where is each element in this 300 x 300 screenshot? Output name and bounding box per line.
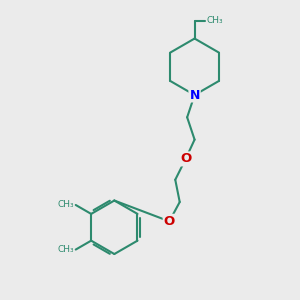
Text: O: O bbox=[180, 152, 191, 165]
Text: CH₃: CH₃ bbox=[58, 245, 74, 254]
Text: N: N bbox=[189, 88, 200, 101]
Text: O: O bbox=[164, 215, 175, 228]
Text: CH₃: CH₃ bbox=[206, 16, 223, 25]
Text: CH₃: CH₃ bbox=[58, 200, 74, 209]
